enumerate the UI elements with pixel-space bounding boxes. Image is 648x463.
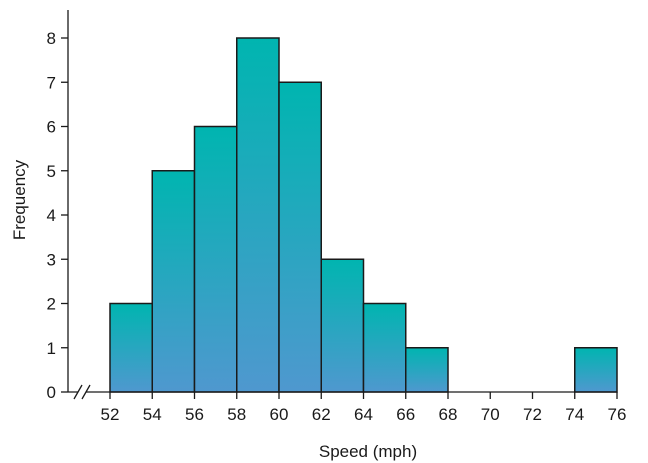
histogram-bar: [151, 170, 196, 393]
x-tick-label: 62: [312, 405, 331, 424]
y-tick-label: 5: [47, 162, 56, 181]
x-tick-label: 66: [396, 405, 415, 424]
histogram-bar: [574, 347, 618, 393]
x-tick-label: 54: [143, 405, 162, 424]
x-tick-label: 74: [565, 405, 584, 424]
y-tick-label: 7: [47, 73, 56, 92]
x-tick-label: 58: [227, 405, 246, 424]
histogram-bar: [278, 81, 322, 393]
x-tick-label: 70: [481, 405, 500, 424]
x-axis-ticks: 52 54 56 58 60 62 64 66 68 70 72 74 76: [101, 392, 627, 424]
bars-group: [109, 37, 618, 393]
histogram-bar: [109, 302, 153, 393]
histogram-bar: [236, 37, 280, 393]
x-tick-label: 56: [185, 405, 204, 424]
y-axis-title: Frequency: [10, 159, 29, 240]
y-tick-label: 6: [47, 118, 56, 137]
y-tick-label: 3: [47, 250, 56, 269]
y-tick-label: 2: [47, 295, 56, 314]
x-tick-label: 68: [439, 405, 458, 424]
y-tick-label: 4: [47, 206, 56, 225]
histogram-bar: [362, 302, 407, 393]
y-tick-label: 1: [47, 339, 56, 358]
histogram-bar: [320, 258, 365, 393]
x-tick-label: 60: [270, 405, 289, 424]
x-tick-label: 64: [354, 405, 373, 424]
x-tick-label: 72: [523, 405, 542, 424]
x-tick-label: 76: [608, 405, 627, 424]
axis-break-mark: [73, 384, 91, 400]
histogram-bar: [405, 347, 449, 393]
y-axis-ticks: 0 1 2 3 4 5 6 7 8: [47, 29, 68, 402]
histogram-bar: [193, 125, 238, 393]
x-axis-title: Speed (mph): [319, 442, 417, 461]
y-tick-label: 8: [47, 29, 56, 48]
x-tick-label: 52: [101, 405, 120, 424]
y-tick-label: 0: [47, 383, 56, 402]
